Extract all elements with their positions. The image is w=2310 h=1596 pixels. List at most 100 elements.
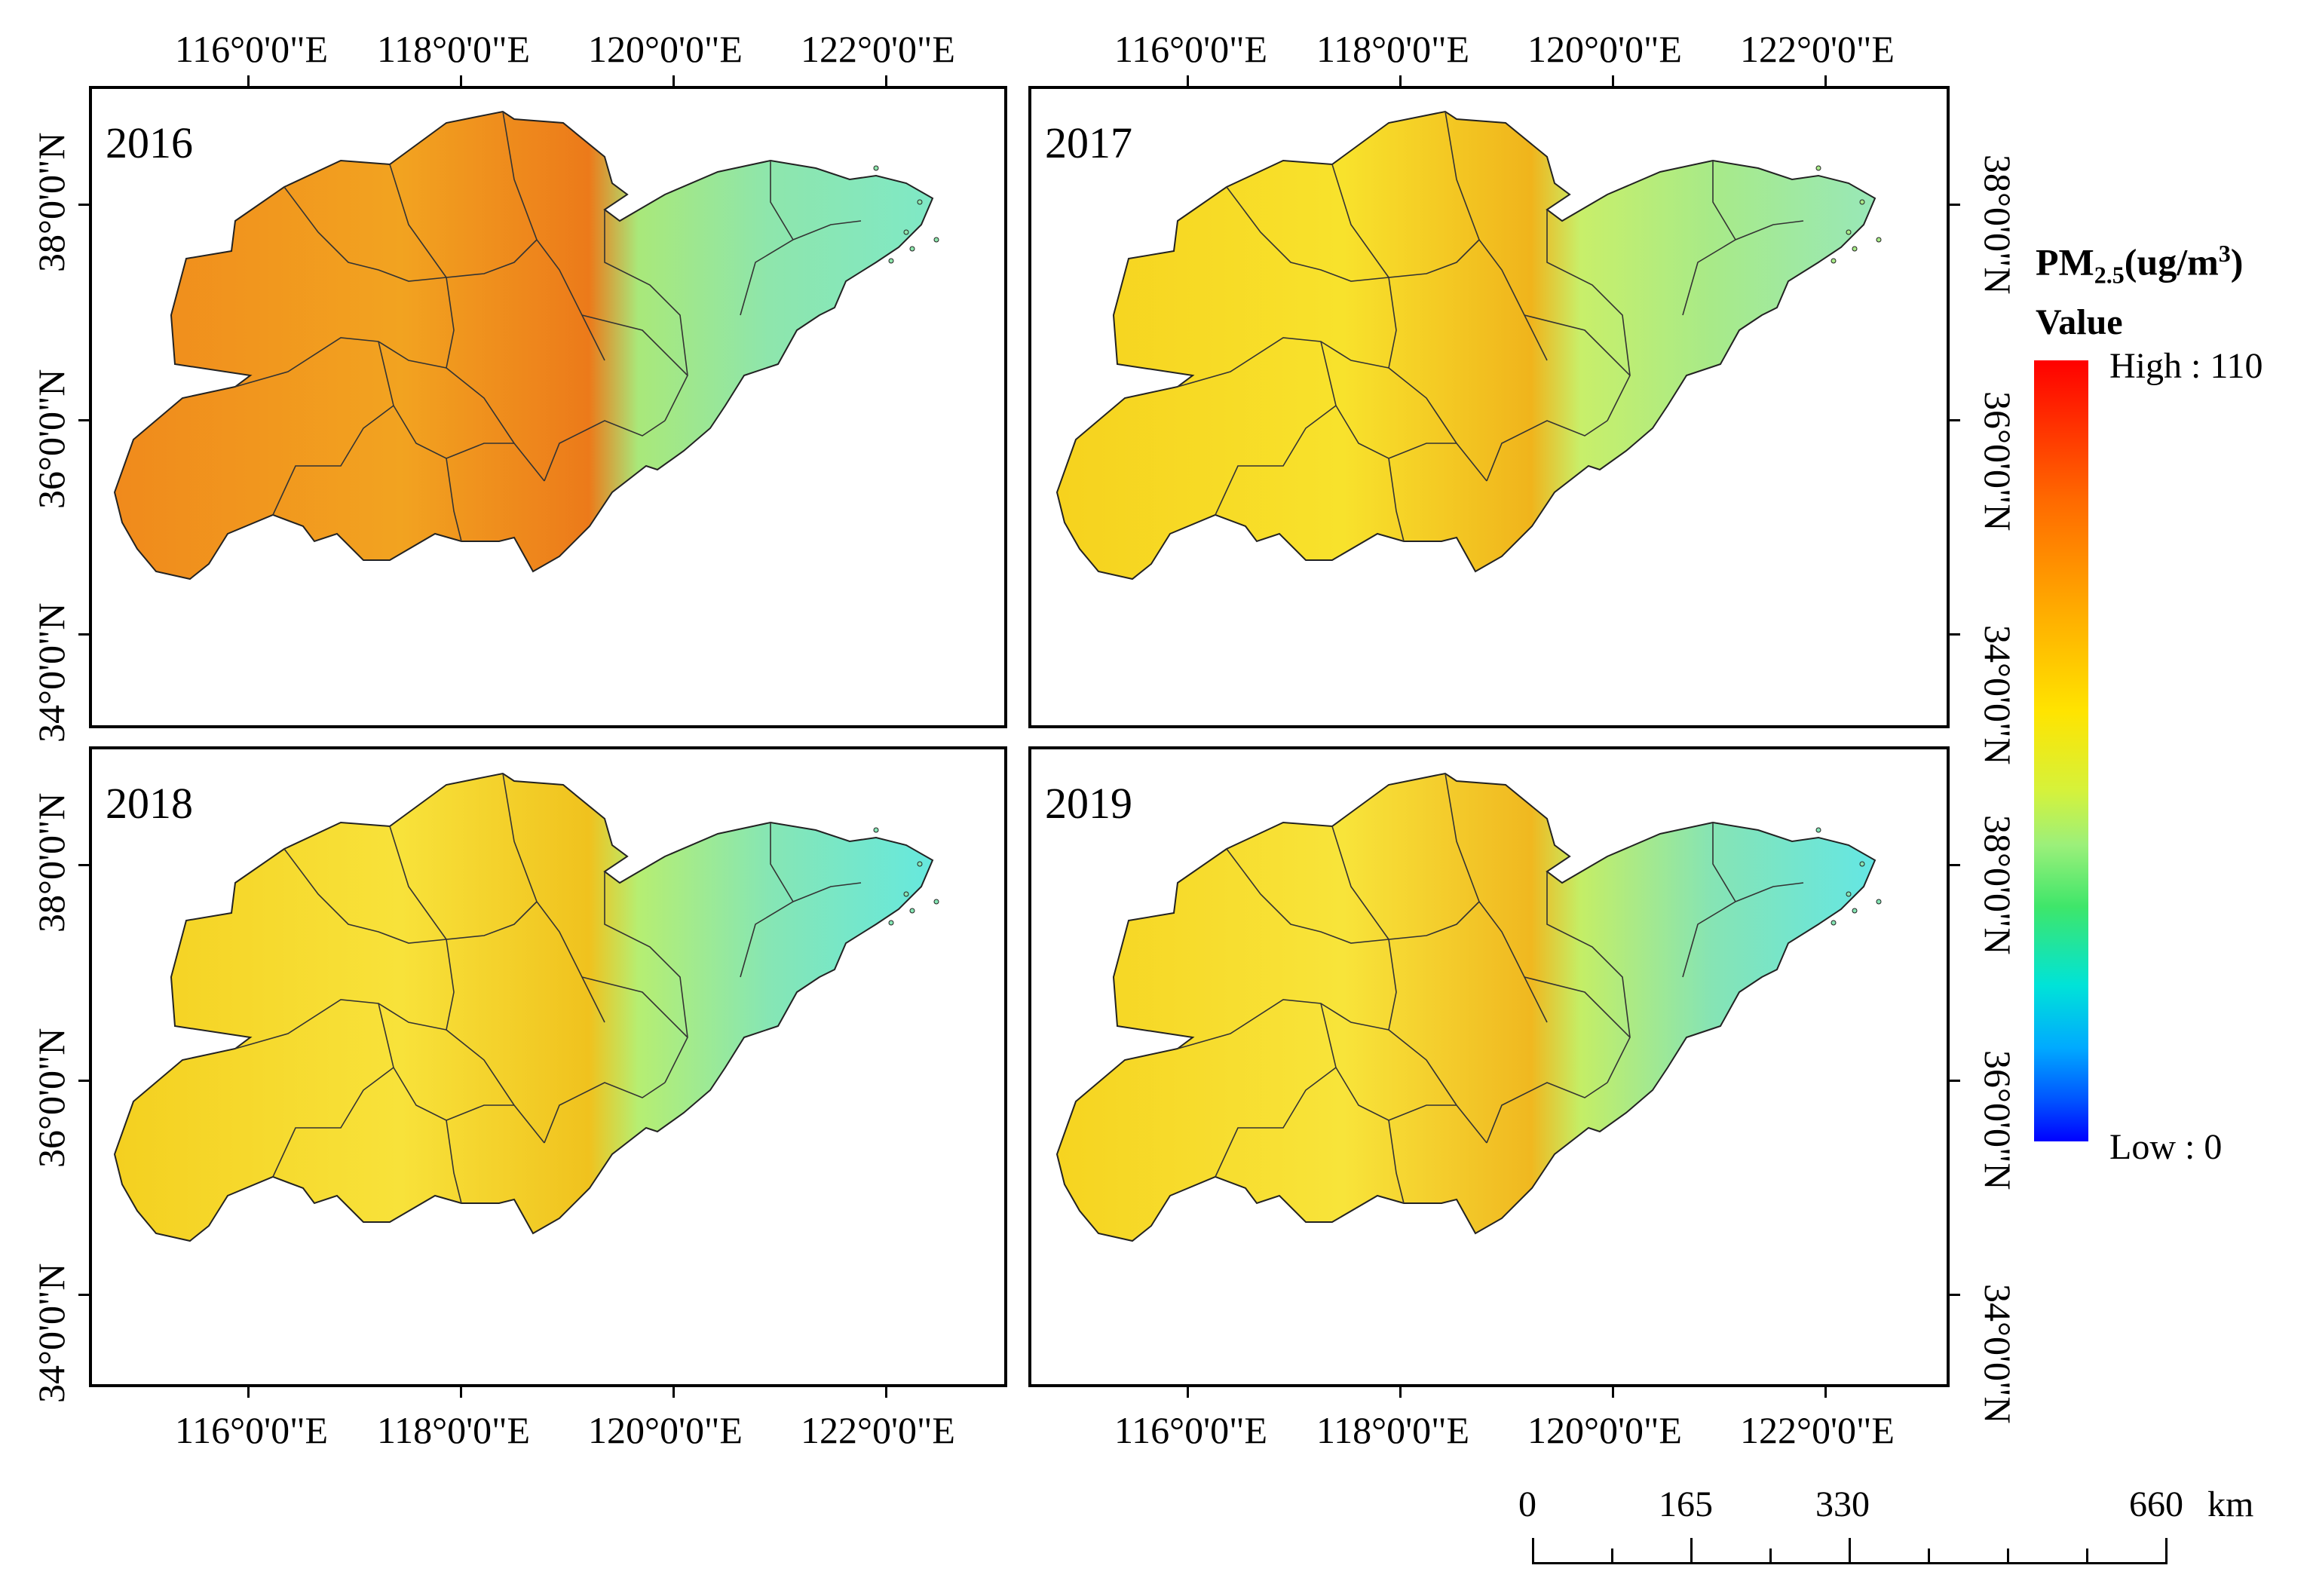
city-boundary: [502, 773, 605, 1023]
lat-tick: [78, 633, 90, 636]
province-outline: [1055, 772, 1876, 1242]
island: [1846, 229, 1852, 235]
region-map: [113, 772, 939, 1242]
map-panel-2019: 2019: [1028, 746, 1950, 1387]
panel-year-label: 2016: [106, 118, 193, 167]
scale-tick: [1611, 1549, 1613, 1564]
city-boundary: [1388, 277, 1487, 482]
scale-tick: [2086, 1549, 2088, 1564]
legend-value-label: Value: [2036, 302, 2123, 342]
lon-tick: [460, 1386, 462, 1398]
city-boundary: [1388, 939, 1487, 1144]
lon-label: 122°0'0"E: [801, 28, 955, 70]
city-boundary: [770, 823, 794, 902]
scale-tick: [1532, 1538, 1534, 1564]
island: [1859, 861, 1865, 867]
city-boundary: [1226, 848, 1389, 944]
lon-tick: [885, 1386, 887, 1398]
lon-tick: [1399, 75, 1402, 87]
island: [933, 899, 939, 905]
lat-label: 38°0'0"N: [30, 132, 72, 272]
city-boundary: [446, 1120, 462, 1204]
panel-year-label: 2018: [106, 779, 193, 828]
city-boundary: [1546, 872, 1631, 1083]
island: [873, 827, 879, 833]
island: [917, 199, 923, 205]
city-boundary: [502, 111, 605, 361]
city-boundary: [283, 186, 447, 282]
city-boundary: [446, 458, 462, 542]
lon-tick: [1612, 1386, 1614, 1398]
city-boundary: [272, 405, 394, 516]
lon-label: 120°0'0"E: [1527, 1409, 1682, 1451]
lat-label: 38°0'0"N: [1977, 155, 2019, 295]
island: [909, 246, 915, 252]
city-boundary: [1546, 210, 1631, 421]
city-boundary: [1177, 999, 1389, 1049]
lon-label: 122°0'0"E: [1740, 28, 1895, 70]
region-map: [1055, 110, 1882, 581]
region-map: [1055, 772, 1882, 1242]
city-boundary: [1524, 976, 1631, 1038]
scale-tick: [1849, 1538, 1851, 1564]
city-boundary: [1177, 337, 1389, 388]
lon-label: 120°0'0"E: [588, 1409, 743, 1451]
city-boundary: [1320, 1003, 1457, 1121]
lat-label: 36°0'0"N: [1977, 1050, 2019, 1190]
lon-tick: [1187, 75, 1189, 87]
lon-label: 120°0'0"E: [588, 28, 743, 70]
city-boundary: [1226, 186, 1389, 282]
city-boundary: [446, 277, 545, 482]
scale-tick: [1769, 1549, 1772, 1564]
lon-label: 122°0'0"E: [801, 1409, 955, 1451]
city-boundary: [1215, 1067, 1337, 1178]
city-boundary: [1524, 314, 1631, 376]
lon-tick: [1824, 75, 1827, 87]
lat-label: 38°0'0"N: [1977, 815, 2019, 955]
scale-tick: [1928, 1549, 1930, 1564]
map-panel-2016: 2016: [89, 86, 1007, 728]
lat-tick: [78, 1080, 90, 1082]
province-outline: [113, 772, 934, 1242]
city-boundary: [389, 164, 538, 278]
scale-tick: [2007, 1549, 2009, 1564]
lat-label: 38°0'0"N: [30, 792, 72, 933]
lat-label: 34°0'0"N: [1977, 625, 2019, 765]
lon-tick: [1399, 1386, 1402, 1398]
lat-label: 36°0'0"N: [1977, 391, 2019, 531]
province-outline: [113, 110, 934, 581]
lat-label: 36°0'0"N: [30, 369, 72, 509]
lat-tick: [78, 204, 90, 206]
island: [1876, 237, 1882, 243]
scale-tick: [2165, 1538, 2168, 1564]
lon-tick: [672, 75, 675, 87]
city-boundary: [1331, 826, 1480, 940]
region-map: [113, 110, 939, 581]
scale-label: 0: [1518, 1484, 1536, 1524]
city-boundary: [1445, 773, 1548, 1023]
city-boundary: [1445, 111, 1548, 361]
map-panel-2018: 2018: [89, 746, 1007, 1387]
island: [888, 920, 894, 926]
scale-label: 330: [1815, 1484, 1870, 1524]
island: [903, 229, 909, 235]
lon-tick: [1824, 1386, 1827, 1398]
city-boundary: [1712, 823, 1736, 902]
island: [1846, 891, 1852, 897]
island: [909, 908, 915, 914]
map-panel-2017: 2017: [1028, 86, 1950, 728]
island: [903, 891, 909, 897]
island: [873, 165, 879, 171]
lat-tick: [1948, 1294, 1960, 1296]
island: [1831, 258, 1837, 264]
city-boundary: [1320, 341, 1457, 459]
city-boundary: [283, 848, 447, 944]
lat-tick: [1948, 633, 1960, 636]
lat-tick: [1948, 204, 1960, 206]
city-boundary: [1388, 1120, 1405, 1204]
city-boundary: [1486, 1082, 1608, 1144]
city-boundary: [272, 1067, 394, 1178]
lat-tick: [1948, 419, 1960, 421]
city-boundary: [446, 939, 545, 1144]
island: [1876, 899, 1882, 905]
